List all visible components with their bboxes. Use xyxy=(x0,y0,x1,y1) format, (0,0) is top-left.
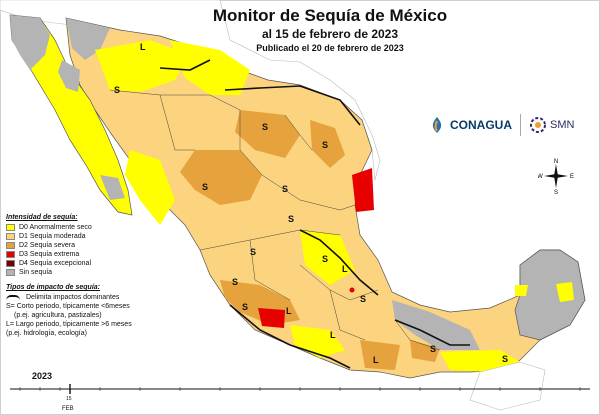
impact-line-row: Delimita impactos dominantes xyxy=(6,293,156,302)
d0-tehuantepec xyxy=(440,350,520,372)
compass-s: S xyxy=(554,190,558,194)
state-lines xyxy=(109,89,441,351)
legend-label: Sin sequía xyxy=(19,269,53,276)
title-main: Monitor de Sequía de México xyxy=(212,6,448,25)
logo-separator xyxy=(520,114,521,136)
legend-heading: Intensidad de sequía: xyxy=(6,214,78,221)
impact-label-17: S xyxy=(502,354,508,364)
map-title: Monitor de Sequía de México al 15 de feb… xyxy=(190,6,470,55)
impact-label-11: S xyxy=(242,302,248,312)
impact-label-7: S xyxy=(250,247,256,257)
timeline-bar xyxy=(10,384,590,394)
intensity-legend: Intensidad de sequía: D0 Anormalmente se… xyxy=(6,214,146,277)
legend-swatch-d3 xyxy=(6,251,15,258)
impact-heading: Tipos de impacto de sequía: xyxy=(6,284,101,291)
impact-label-8: S xyxy=(322,254,328,264)
impact-label-3: S xyxy=(202,182,208,192)
timeline-month: FEB xyxy=(62,406,74,412)
baja-gray-north xyxy=(10,15,50,70)
smn-logo-icon xyxy=(530,117,546,133)
legend-label: D0 Anormalmente seco xyxy=(19,224,92,231)
legend-label: D2 Sequía severa xyxy=(19,242,76,249)
guatemala xyxy=(469,361,546,411)
southeast-gray xyxy=(392,300,480,350)
legend-swatch-d4 xyxy=(6,260,15,267)
impact-label-4: S xyxy=(282,184,288,194)
compass-w: W xyxy=(538,174,543,180)
impact-label-2: S xyxy=(262,122,268,132)
legend-label: D4 Sequía excepcional xyxy=(19,260,91,267)
d0-sinaloa xyxy=(125,150,175,225)
d2-chihuahua xyxy=(235,110,300,158)
impact-label-10: L xyxy=(342,264,348,274)
legend-swatch-none xyxy=(6,269,15,276)
d3-tamaulipas xyxy=(352,168,374,212)
compass-n: N xyxy=(554,159,558,165)
capital-marker xyxy=(349,287,355,293)
impact-line-label: Delimita impactos dominantes xyxy=(26,294,120,301)
baja-gray-south xyxy=(100,175,125,200)
impact-label-1: S xyxy=(114,85,120,95)
conagua-logo-icon xyxy=(432,117,442,133)
d0-south-coast xyxy=(290,325,345,358)
impact-label-0: L xyxy=(140,42,146,52)
d2-coahuila xyxy=(310,120,345,168)
smn-text: SMN xyxy=(550,119,575,131)
legend-item: Sin sequía xyxy=(6,268,146,277)
legend-label: D1 Sequía moderada xyxy=(19,233,86,240)
compass-rose-icon: N S E W xyxy=(538,159,574,194)
impact-long: L= Largo periodo, típicamente >6 meses xyxy=(6,321,132,328)
baja-gray-mid xyxy=(58,60,80,92)
d2-durango xyxy=(180,150,262,205)
legend-label: D3 Sequía extrema xyxy=(19,251,80,258)
legend-swatch-d1 xyxy=(6,233,15,240)
timeline-year: 2023 xyxy=(32,371,53,381)
yucatan-gray xyxy=(514,249,586,341)
legend-item: D0 Anormalmente seco xyxy=(6,223,146,232)
impact-line-swatch xyxy=(6,295,20,300)
title-published: Publicado el 20 de febrero de 2023 xyxy=(256,43,404,53)
impact-legend: Tipos de impacto de sequía: Delimita imp… xyxy=(6,284,156,338)
timeline-day: 15 xyxy=(66,396,72,402)
d0-north-coast xyxy=(170,40,250,95)
impact-label-9: S xyxy=(232,277,238,287)
impact-lines xyxy=(159,59,470,369)
yucatan-d0-west xyxy=(515,285,528,296)
legend-item: D3 Sequía extrema xyxy=(6,250,146,259)
impact-short: S= Corto periodo, típicamente <6meses xyxy=(6,303,130,310)
conagua-text: CONAGUA xyxy=(450,118,512,132)
impact-label-6: S xyxy=(322,140,328,150)
legend-swatch-d0 xyxy=(6,224,15,231)
logo-bar: CONAGUA SMN xyxy=(428,112,588,138)
sonora-yellow xyxy=(95,40,190,92)
d0-central xyxy=(300,230,355,285)
d2-oaxaca xyxy=(410,340,440,362)
legend-item: D4 Sequía excepcional xyxy=(6,259,146,268)
yucatan-d0 xyxy=(556,282,574,302)
compass-e: E xyxy=(570,174,574,180)
impact-label-13: L xyxy=(330,330,336,340)
legend-item: D1 Sequía moderada xyxy=(6,232,146,241)
legend-item: D2 Sequía severa xyxy=(6,241,146,250)
legend-swatch-d2 xyxy=(6,242,15,249)
impact-label-5: S xyxy=(288,214,294,224)
impact-label-16: S xyxy=(430,344,436,354)
impact-short-example: (p.ej. agricultura, pastizales) xyxy=(14,312,102,319)
impact-long-example: (p.ej. hidrología, ecología) xyxy=(6,330,87,337)
title-date: al 15 de febrero de 2023 xyxy=(261,27,399,41)
d3-jalisco xyxy=(258,308,285,328)
d2-south xyxy=(360,340,400,370)
impact-label-12: L xyxy=(286,306,292,316)
impact-label-14: S xyxy=(360,294,366,304)
impact-label-15: L xyxy=(373,355,379,365)
